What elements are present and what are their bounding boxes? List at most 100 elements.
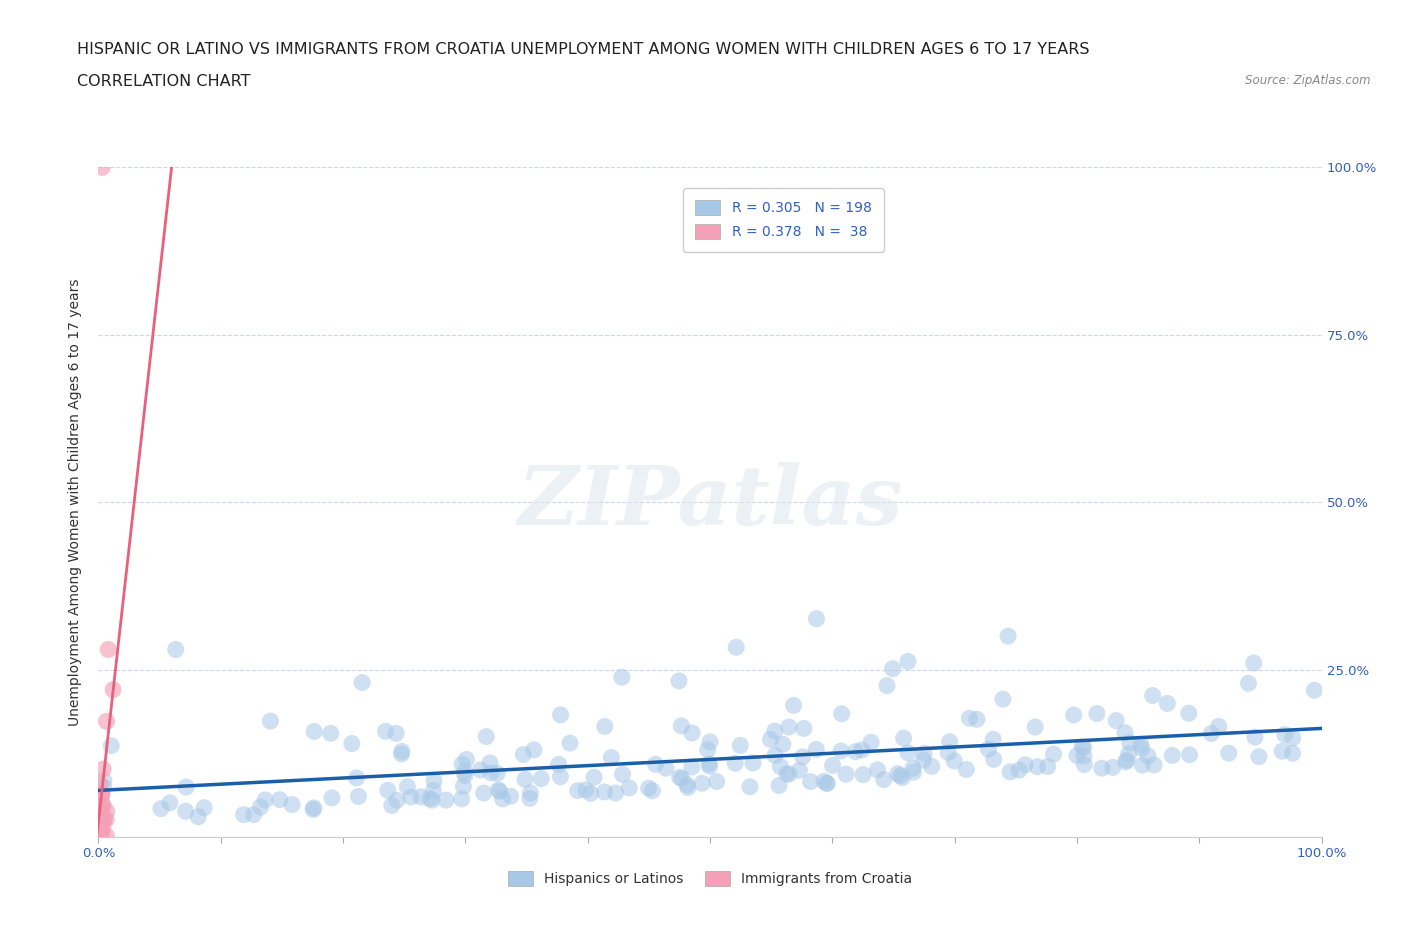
Point — [1091, 761, 1114, 776]
Point — [1178, 706, 1201, 721]
Text: CORRELATION CHART: CORRELATION CHART — [77, 74, 250, 89]
Point — [499, 789, 522, 804]
Point — [89, 777, 111, 791]
Point — [897, 746, 920, 761]
Point — [1073, 739, 1095, 754]
Point — [835, 766, 858, 781]
Point — [90, 789, 112, 804]
Point — [419, 791, 441, 806]
Point — [873, 772, 896, 787]
Point — [91, 799, 114, 814]
Point — [567, 783, 589, 798]
Point — [385, 726, 408, 741]
Point — [793, 721, 815, 736]
Point — [763, 748, 786, 763]
Point — [763, 724, 786, 738]
Point — [706, 774, 728, 789]
Point — [813, 774, 835, 789]
Point — [957, 711, 980, 725]
Point — [852, 767, 875, 782]
Point — [893, 731, 915, 746]
Point — [302, 801, 325, 816]
Point — [806, 611, 828, 626]
Point — [1036, 759, 1059, 774]
Point — [165, 642, 187, 657]
Point — [89, 829, 111, 844]
Point — [87, 817, 110, 831]
Point — [409, 790, 432, 804]
Point — [96, 812, 118, 827]
Point — [1142, 688, 1164, 703]
Point — [187, 809, 209, 824]
Point — [851, 742, 873, 757]
Point — [488, 782, 510, 797]
Point — [1136, 749, 1159, 764]
Point — [91, 797, 114, 812]
Point — [1119, 736, 1142, 751]
Point — [550, 769, 572, 784]
Point — [93, 780, 115, 795]
Point — [87, 828, 110, 843]
Point — [558, 736, 581, 751]
Point — [724, 756, 747, 771]
Point — [91, 812, 114, 827]
Point — [681, 760, 703, 775]
Point — [91, 787, 114, 802]
Point — [742, 755, 765, 770]
Point — [90, 828, 112, 843]
Point — [90, 826, 112, 841]
Point — [90, 787, 112, 802]
Point — [699, 759, 721, 774]
Point — [938, 735, 960, 750]
Point — [319, 726, 342, 741]
Point — [281, 797, 304, 812]
Point — [519, 790, 541, 805]
Point — [728, 738, 751, 753]
Point — [697, 756, 720, 771]
Point — [530, 771, 553, 786]
Point — [346, 770, 368, 785]
Point — [91, 762, 114, 777]
Point — [519, 786, 541, 801]
Point — [385, 792, 408, 807]
Point — [778, 720, 800, 735]
Point — [759, 732, 782, 747]
Point — [269, 792, 291, 807]
Point — [90, 826, 112, 841]
Point — [420, 792, 443, 807]
Point — [302, 724, 325, 738]
Point — [91, 821, 114, 836]
Point — [1114, 725, 1136, 740]
Point — [450, 791, 472, 806]
Point — [249, 800, 271, 815]
Point — [903, 764, 925, 779]
Point — [671, 771, 693, 786]
Point — [87, 826, 110, 841]
Point — [821, 758, 844, 773]
Point — [1014, 757, 1036, 772]
Point — [792, 750, 814, 764]
Text: Source: ZipAtlas.com: Source: ZipAtlas.com — [1246, 74, 1371, 87]
Point — [101, 683, 124, 698]
Point — [340, 737, 363, 751]
Point — [690, 776, 713, 790]
Point — [681, 725, 703, 740]
Point — [242, 807, 264, 822]
Point — [512, 747, 534, 762]
Point — [96, 804, 118, 818]
Point — [876, 678, 898, 693]
Point — [912, 746, 935, 761]
Point — [91, 812, 114, 827]
Point — [1201, 726, 1223, 741]
Point — [1063, 708, 1085, 723]
Point — [423, 774, 446, 789]
Point — [377, 783, 399, 798]
Point — [655, 761, 678, 776]
Text: ZIPatlas: ZIPatlas — [517, 462, 903, 542]
Point — [547, 757, 569, 772]
Point — [174, 804, 197, 818]
Point — [259, 713, 281, 728]
Point — [936, 745, 959, 760]
Point — [1071, 739, 1094, 754]
Point — [1243, 656, 1265, 671]
